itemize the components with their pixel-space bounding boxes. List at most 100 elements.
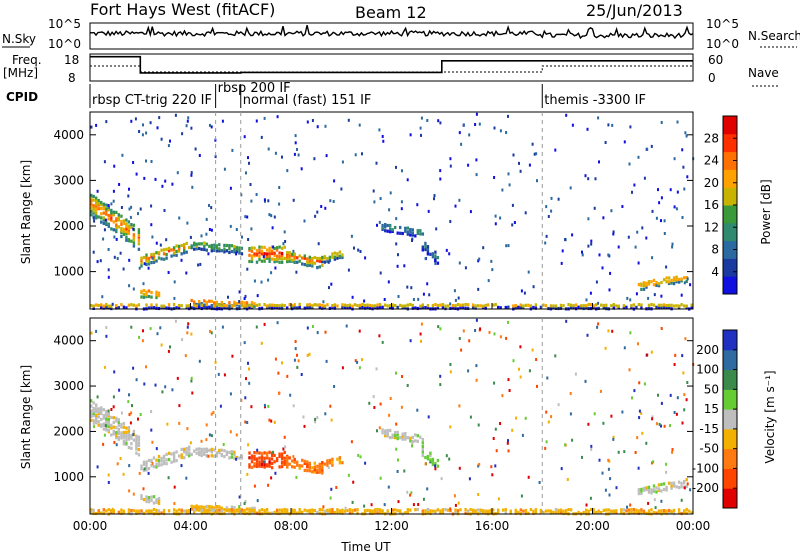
heatmap-speck	[683, 393, 686, 397]
heatmap-speck	[458, 466, 461, 470]
heatmap-cell	[436, 256, 440, 260]
heatmap-speck	[282, 447, 285, 451]
heatmap-speck	[674, 353, 677, 357]
heatmap-cell	[260, 455, 264, 459]
heatmap-cell	[301, 262, 304, 266]
heatmap-cell	[175, 509, 178, 513]
heatmap-cell	[92, 414, 95, 418]
heatmap-cell	[188, 509, 191, 513]
heatmap-cell	[97, 420, 100, 424]
heatmap-cell	[255, 457, 259, 461]
heatmap-speck	[314, 420, 317, 424]
heatmap-speck	[262, 460, 265, 464]
heatmap-speck	[190, 173, 193, 177]
heatmap-cell	[230, 452, 234, 456]
heatmap-cell	[97, 411, 100, 415]
heatmap-speck	[169, 345, 171, 349]
heatmap-cell	[205, 511, 208, 515]
heatmap-cell	[620, 511, 623, 515]
heatmap-cell	[572, 304, 575, 308]
heatmap-speck	[255, 119, 258, 123]
heatmap-cell	[321, 468, 324, 472]
heatmap-cell	[308, 466, 311, 470]
heatmap-cell	[137, 447, 141, 452]
heatmap-speck	[628, 162, 631, 166]
heatmap-cell	[316, 266, 319, 270]
heatmap-cell	[381, 510, 384, 515]
heatmap-cell	[308, 463, 311, 467]
heatmap-cell	[657, 483, 661, 487]
heatmap-cell	[308, 303, 311, 307]
heatmap-cell	[426, 252, 430, 256]
heatmap-cell	[662, 482, 666, 486]
heatmap-speck	[641, 431, 644, 435]
heatmap-speck	[173, 296, 176, 300]
heatmap-speck	[186, 119, 189, 123]
heatmap-cell	[275, 306, 279, 310]
heatmap-cell	[105, 409, 108, 414]
heatmap-cell	[645, 486, 648, 490]
heatmap-speck	[528, 369, 531, 373]
heatmap-speck	[412, 298, 415, 301]
heatmap-speck	[185, 124, 188, 128]
heatmap-cell	[384, 434, 387, 438]
heatmap-cell	[122, 425, 126, 429]
heatmap-speck	[327, 260, 330, 264]
heatmap-speck	[115, 237, 118, 241]
heatmap-cell	[210, 447, 213, 451]
heatmap-cell	[642, 511, 646, 515]
heatmap-cell	[677, 486, 681, 490]
heatmap-speck	[221, 325, 224, 329]
heatmap-cell	[115, 416, 118, 420]
nsky-label: N.Sky	[2, 32, 36, 46]
heatmap-cell	[298, 259, 301, 263]
heatmap-cell	[135, 451, 138, 455]
heatmap-cell	[298, 254, 301, 258]
heatmap-cell	[107, 205, 110, 209]
heatmap-speck	[267, 483, 270, 487]
heatmap-cell	[677, 306, 681, 310]
heatmap-speck	[103, 365, 106, 369]
heatmap-speck	[494, 464, 497, 468]
heatmap-speck	[104, 218, 107, 222]
heatmap-cell	[268, 511, 271, 515]
heatmap-cell	[615, 511, 618, 515]
heatmap-cell	[326, 259, 329, 263]
heatmap-speck	[116, 257, 119, 260]
heatmap-speck	[638, 409, 641, 413]
heatmap-cell	[122, 509, 126, 513]
heatmap-speck	[214, 138, 217, 142]
heatmap-cell	[306, 463, 309, 467]
heatmap-cell	[675, 280, 678, 284]
heatmap-speck	[608, 493, 611, 497]
heatmap-cell	[323, 509, 327, 513]
heatmap-cell	[167, 249, 171, 253]
heatmap-cell	[248, 463, 251, 467]
y-tick-label: 1000	[53, 265, 84, 279]
heatmap-cell	[183, 248, 186, 252]
heatmap-cell	[220, 452, 223, 457]
heatmap-cell	[172, 246, 176, 250]
heatmap-cell	[519, 303, 522, 307]
heatmap-speck	[235, 228, 238, 231]
heatmap-cell	[250, 511, 254, 515]
heatmap-speck	[611, 123, 614, 127]
heatmap-cell	[135, 304, 138, 308]
heatmap-cell	[406, 230, 409, 234]
heatmap-cell	[376, 511, 379, 515]
heatmap-cell	[336, 508, 339, 512]
heatmap-speck	[531, 142, 534, 146]
colorbar-segment	[723, 468, 737, 489]
heatmap-speck	[487, 279, 490, 283]
heatmap-cell	[183, 251, 186, 255]
heatmap-speck	[358, 123, 361, 127]
heatmap-speck	[229, 224, 232, 228]
heatmap-speck	[205, 232, 208, 236]
heatmap-speck	[112, 395, 115, 399]
heatmap-cell	[416, 434, 419, 438]
heatmap-speck	[138, 471, 141, 475]
heatmap-cell	[145, 495, 148, 499]
heatmap-cell	[110, 218, 113, 222]
heatmap-cell	[213, 304, 216, 308]
heatmap-speck	[629, 331, 632, 335]
